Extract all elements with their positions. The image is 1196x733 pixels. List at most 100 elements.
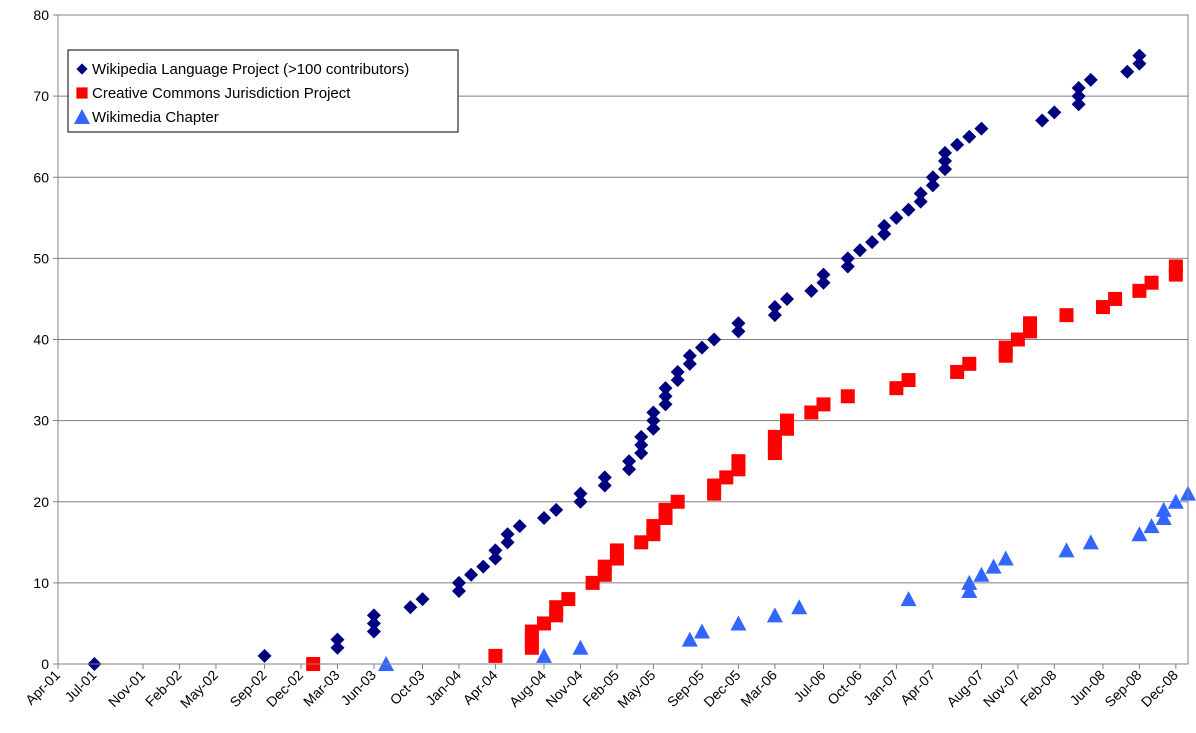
diamond-data-point [573,486,588,501]
legend-label: Creative Commons Jurisdiction Project [92,85,351,102]
square-data-point [767,429,782,444]
square-data-point [1095,300,1110,315]
diamond-data-point [974,121,989,136]
square-data-point [950,364,965,379]
diamond-data-point [913,186,928,201]
diamond-data-point [403,600,418,615]
y-tick-label: 70 [33,88,49,104]
diamond-data-point [670,364,685,379]
diamond-data-point [840,251,855,266]
diamond-data-point [658,389,673,404]
triangle-data-point [973,566,990,582]
x-tick-label: Aug-04 [506,667,549,710]
triangle-data-point [1167,493,1184,509]
square-data-point [634,535,649,550]
legend-triangle-icon [74,109,90,124]
diamond-data-point [877,227,892,242]
diamond-data-point [330,640,345,655]
y-tick-label: 40 [33,332,49,348]
x-tick-label: Jul-06 [790,667,828,705]
square-data-point [731,454,746,469]
y-tick-label: 10 [33,575,49,591]
diamond-data-point [682,356,697,371]
diamond-data-point [366,624,381,639]
diamond-data-point [937,154,952,169]
triangle-data-point [766,607,783,623]
diamond-data-point [816,275,831,290]
diamond-data-point [597,470,612,485]
x-tick-label: Oct-06 [824,667,865,708]
square-data-point [609,543,624,558]
x-tick-label: Apr-04 [460,667,501,708]
diamond-data-point [549,502,564,517]
diamond-data-point [925,170,940,185]
triangle-data-point [985,558,1002,574]
square-data-point [998,340,1013,355]
y-axis-tick-labels: 0 10 20 30 40 50 60 70 80 [33,7,49,672]
x-tick-label: Dec-05 [700,667,743,710]
diamond-data-point [1071,89,1086,104]
x-tick-label: May-02 [177,667,221,711]
x-tick-label: Jun-03 [337,667,379,709]
square-data-point [719,470,734,485]
diamond-data-point [731,316,746,331]
square-data-point [646,519,661,534]
diamond-data-point [694,340,709,355]
diamond-data-point [646,405,661,420]
square-data-point [840,389,855,404]
x-tick-label: May-05 [614,667,658,711]
diamond-data-point [1132,56,1147,71]
diamond-data-point [634,446,649,461]
square-data-point [1168,259,1183,274]
diamond-data-point [488,551,503,566]
y-tick-label: 80 [33,7,49,23]
diamond-data-point [816,267,831,282]
triangle-data-point [681,631,698,647]
diamond-data-point [622,462,637,477]
diamond-data-point [464,567,479,582]
square-data-point [658,502,673,517]
triangle-data-point [1155,501,1172,517]
diamond-data-point [1132,48,1147,63]
diamond-data-point [573,494,588,509]
diamond-data-point [937,162,952,177]
square-data-point [488,648,503,663]
legend-label: Wikimedia Chapter [92,109,219,126]
square-data-point [901,373,916,388]
triangle-data-point [791,599,808,615]
diamond-data-point [366,616,381,631]
triangle-data-point [1131,526,1148,542]
series-diamond [87,48,1147,671]
diamond-data-point [257,648,272,663]
diamond-data-point [366,608,381,623]
x-tick-label: Jan-07 [860,667,902,709]
x-tick-label: Feb-08 [1017,667,1060,710]
diamond-data-point [670,373,685,388]
diamond-data-point [500,535,515,550]
diamond-data-point [597,478,612,493]
x-tick-label: Feb-02 [142,667,185,710]
triangle-data-point [961,582,978,598]
diamond-data-point [767,308,782,323]
square-data-point [585,575,600,590]
diamond-data-point [767,300,782,315]
triangle-data-point [572,639,589,655]
x-tick-label: Jul-01 [61,667,99,705]
square-data-point [1132,283,1147,298]
triangle-data-point [730,615,747,631]
square-data-point [707,478,722,493]
legend-label: Wikipedia Language Project (>100 contrib… [92,61,409,78]
x-tick-label: Nov-01 [105,667,148,710]
diamond-data-point [451,575,466,590]
series-square [306,259,1183,671]
y-tick-label: 20 [33,494,49,510]
x-tick-label: Jun-08 [1066,667,1108,709]
legend-square-icon [76,87,88,99]
diamond-data-point [925,178,940,193]
diamond-data-point [962,129,977,144]
x-tick-label: Apr-01 [22,667,63,708]
x-tick-label: Mar-06 [737,667,780,710]
square-data-point [962,356,977,371]
diamond-data-point [634,429,649,444]
